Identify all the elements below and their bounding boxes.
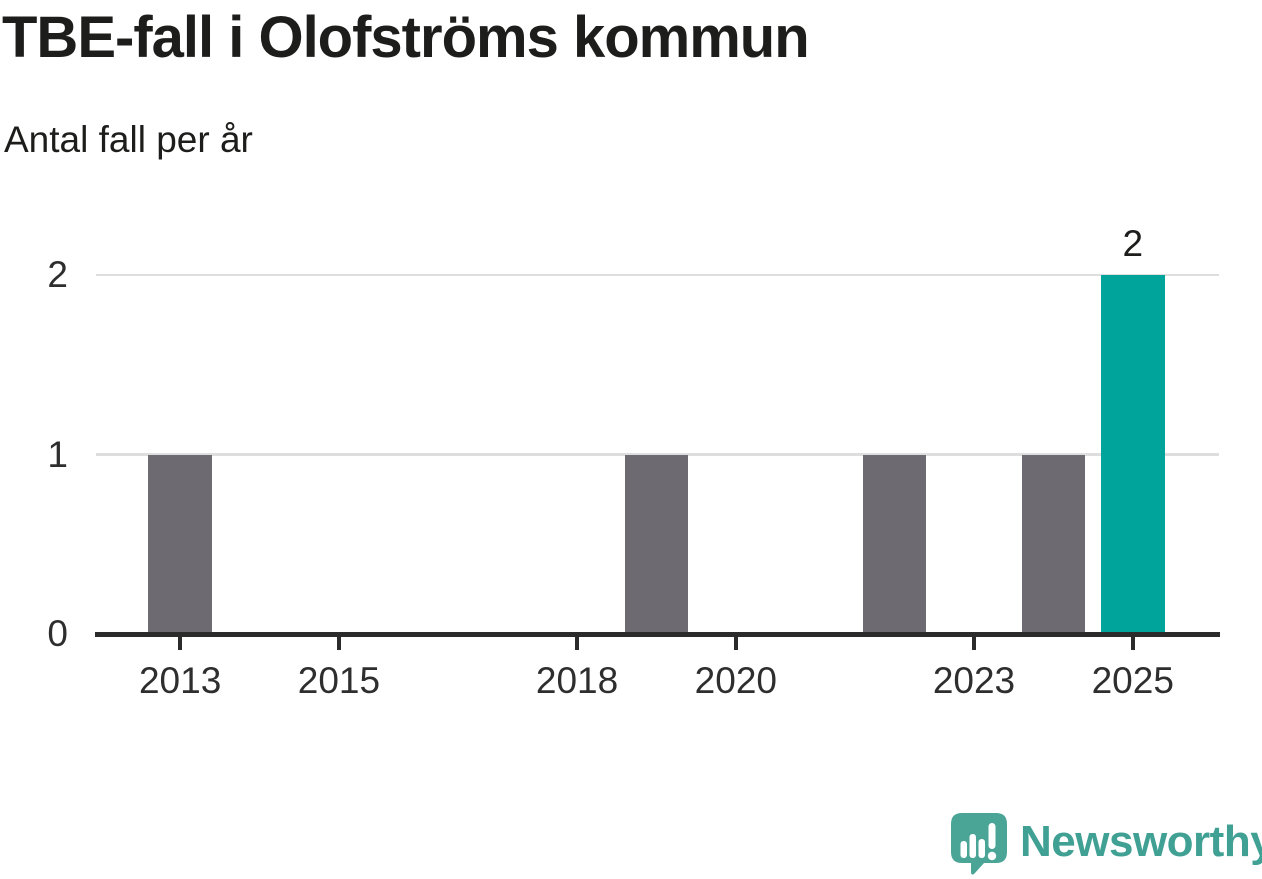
bar-2022 [862, 454, 927, 634]
bar-value-label-2025: 2 [1122, 223, 1144, 264]
x-tick-2020 [733, 636, 738, 650]
bar-2025 [1101, 275, 1165, 634]
x-tick-2018 [575, 636, 580, 650]
x-tick-label-2013: 2013 [138, 660, 222, 701]
y-tick-label-0: 0 [47, 613, 68, 654]
newsworthy-brand-text: Newsworthy [1020, 817, 1262, 866]
chart-subtitle: Antal fall per år [4, 119, 253, 160]
x-tick-2025 [1130, 636, 1135, 650]
x-tick-label-2015: 2015 [297, 660, 381, 701]
y-tick-label-1: 1 [47, 433, 68, 475]
x-tick-label-2025: 2025 [1091, 660, 1174, 701]
bar-2024 [1021, 454, 1086, 634]
x-axis-line [94, 632, 1220, 637]
x-tick-label-2023: 2023 [932, 660, 1016, 701]
x-tick-label-2020: 2020 [694, 660, 777, 701]
x-tick-label-2018: 2018 [535, 660, 619, 701]
gridline-y2 [96, 273, 1219, 277]
y-tick-label-2: 2 [47, 254, 68, 295]
x-tick-2015 [336, 636, 341, 650]
x-tick-2013 [178, 636, 183, 650]
bar-2019 [624, 454, 689, 634]
newsworthy-logo[interactable]: Newsworthy [946, 808, 1262, 878]
bar-2013 [148, 454, 212, 634]
chart-title: TBE-fall i Olofströms kommun [2, 5, 810, 70]
x-tick-2023 [971, 636, 976, 650]
newsworthy-speech-bubble-chart-icon [951, 813, 1007, 875]
